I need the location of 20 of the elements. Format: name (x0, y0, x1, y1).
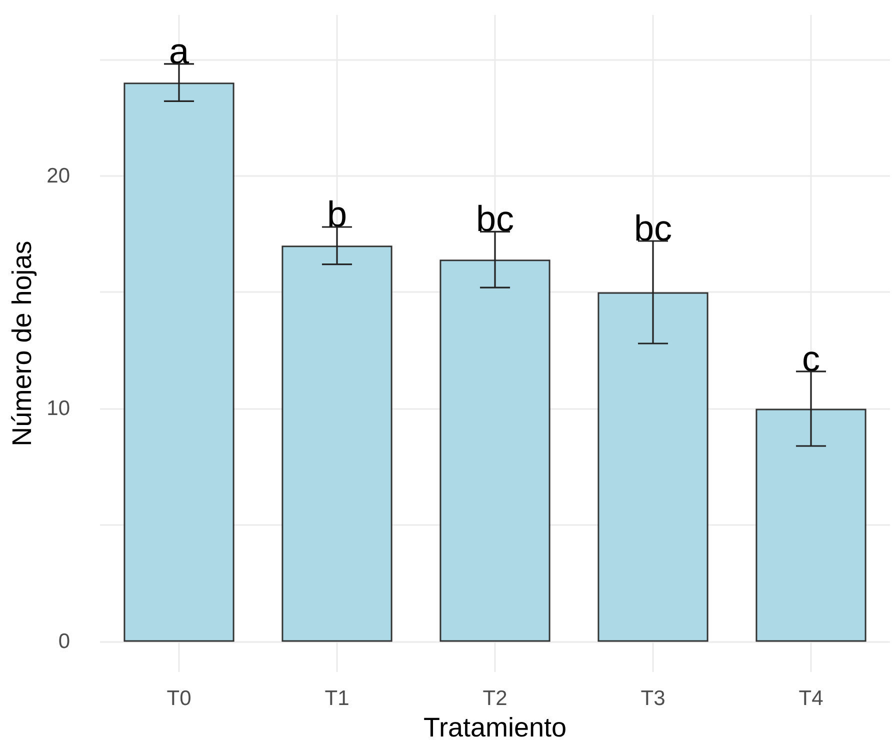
x-tick-label: T0 (166, 687, 192, 710)
bar (440, 260, 550, 642)
x-tick-label: T4 (798, 687, 824, 710)
annotation: bc (634, 207, 672, 248)
bar (124, 82, 234, 642)
bar (598, 292, 708, 642)
x-tick-label: T2 (482, 687, 508, 710)
bar (756, 408, 866, 642)
annotation: bc (476, 198, 514, 240)
x-tick-label: T1 (324, 687, 350, 710)
annotation: a (168, 30, 190, 72)
x-axis-title: Tratamiento (423, 712, 567, 740)
y-axis-title: Número de hojas (7, 240, 38, 446)
bar (282, 246, 392, 642)
y-tick-label: 0 (58, 630, 70, 654)
y-tick-label: 20 (46, 164, 70, 188)
annotation: b (326, 194, 348, 235)
annotation: c (802, 338, 820, 379)
y-tick-label: 10 (46, 397, 70, 420)
x-tick-label: T3 (640, 687, 666, 710)
